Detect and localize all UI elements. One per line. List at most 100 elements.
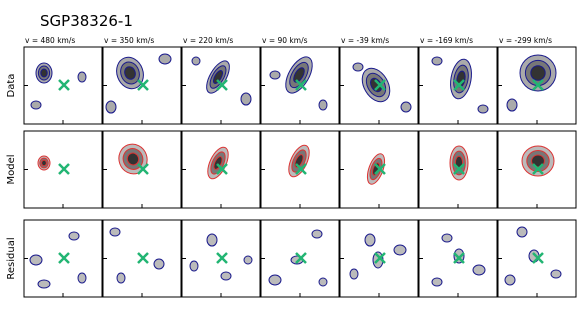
emission-contour [441, 233, 453, 243]
emission-contour [431, 277, 443, 287]
emission-contour [477, 104, 489, 114]
emission-contour [126, 152, 140, 166]
source-marker [453, 163, 465, 175]
panel [339, 46, 419, 125]
source-marker [295, 252, 307, 264]
panel [181, 130, 261, 209]
emission-contour [318, 99, 328, 111]
emission-contour [352, 62, 364, 72]
source-marker [216, 163, 228, 175]
emission-contour [191, 56, 201, 66]
panel [102, 219, 182, 298]
emission-contour [124, 66, 136, 80]
emission-contour [40, 68, 48, 78]
emission-contour [243, 255, 253, 265]
emission-contour [158, 53, 172, 65]
panel [418, 219, 498, 298]
column-label: v = 480 km/s [25, 36, 75, 45]
emission-contour [206, 233, 218, 247]
panel [102, 46, 182, 125]
emission-contour [268, 274, 282, 286]
source-marker [453, 79, 465, 91]
emission-contour [504, 274, 516, 286]
panel [418, 46, 498, 125]
emission-contour [516, 226, 528, 238]
panel [497, 46, 577, 125]
emission-contour [105, 100, 117, 114]
source-marker [58, 252, 70, 264]
emission-contour [370, 77, 382, 93]
source-marker [137, 163, 149, 175]
source-marker [58, 79, 70, 91]
panel [181, 46, 261, 125]
emission-contour [531, 154, 545, 168]
emission-contour [153, 258, 165, 270]
emission-contour [506, 98, 518, 112]
emission-contour [212, 70, 224, 84]
panel [339, 130, 419, 209]
emission-contour [311, 229, 323, 239]
source-marker [532, 79, 544, 91]
emission-contour [349, 268, 359, 280]
emission-contour [41, 159, 47, 167]
source-marker [374, 163, 386, 175]
panel [260, 46, 340, 125]
emission-contour [400, 101, 412, 113]
source-marker [532, 252, 544, 264]
panel [260, 219, 340, 298]
emission-contour [77, 272, 87, 284]
panel-grid [23, 46, 577, 298]
panel [181, 219, 261, 298]
emission-contour [116, 272, 126, 284]
source-marker [295, 79, 307, 91]
panel [102, 130, 182, 209]
column-label: v = -169 km/s [420, 36, 473, 45]
figure-title: SGP38326-1 [40, 12, 133, 30]
panel [260, 130, 340, 209]
emission-contour [293, 67, 305, 83]
emission-contour [37, 279, 51, 289]
source-marker [137, 252, 149, 264]
source-marker [216, 252, 228, 264]
emission-contour [530, 65, 546, 81]
emission-contour [393, 244, 407, 256]
emission-contour [318, 277, 328, 287]
emission-contour [220, 271, 232, 281]
row-label: Model [6, 154, 17, 184]
column-label: v = 350 km/s [104, 36, 154, 45]
source-marker [374, 79, 386, 91]
emission-contour [240, 92, 252, 106]
emission-contour [213, 156, 223, 170]
source-marker [295, 163, 307, 175]
source-marker [453, 252, 465, 264]
source-marker [532, 163, 544, 175]
row-label: Data [6, 74, 17, 98]
panel [339, 219, 419, 298]
emission-contour [77, 71, 87, 83]
source-marker [137, 79, 149, 91]
emission-contour [68, 231, 80, 241]
emission-contour [109, 227, 121, 237]
panel [497, 130, 577, 209]
column-label: v = -299 km/s [499, 36, 552, 45]
panel [23, 130, 103, 209]
panel [418, 130, 498, 209]
emission-contour [269, 70, 281, 80]
row-label: Residual [6, 237, 17, 279]
emission-contour [29, 254, 43, 266]
source-marker [216, 79, 228, 91]
column-label: v = 220 km/s [183, 36, 233, 45]
source-marker [58, 163, 70, 175]
emission-contour [30, 100, 42, 110]
panel [23, 219, 103, 298]
column-label: v = 90 km/s [262, 36, 308, 45]
emission-contour [364, 233, 376, 247]
emission-contour [472, 264, 486, 276]
panel [497, 219, 577, 298]
panel [23, 46, 103, 125]
emission-contour [431, 56, 443, 66]
emission-contour [550, 269, 562, 279]
source-marker [374, 252, 386, 264]
column-label: v = -39 km/s [341, 36, 389, 45]
